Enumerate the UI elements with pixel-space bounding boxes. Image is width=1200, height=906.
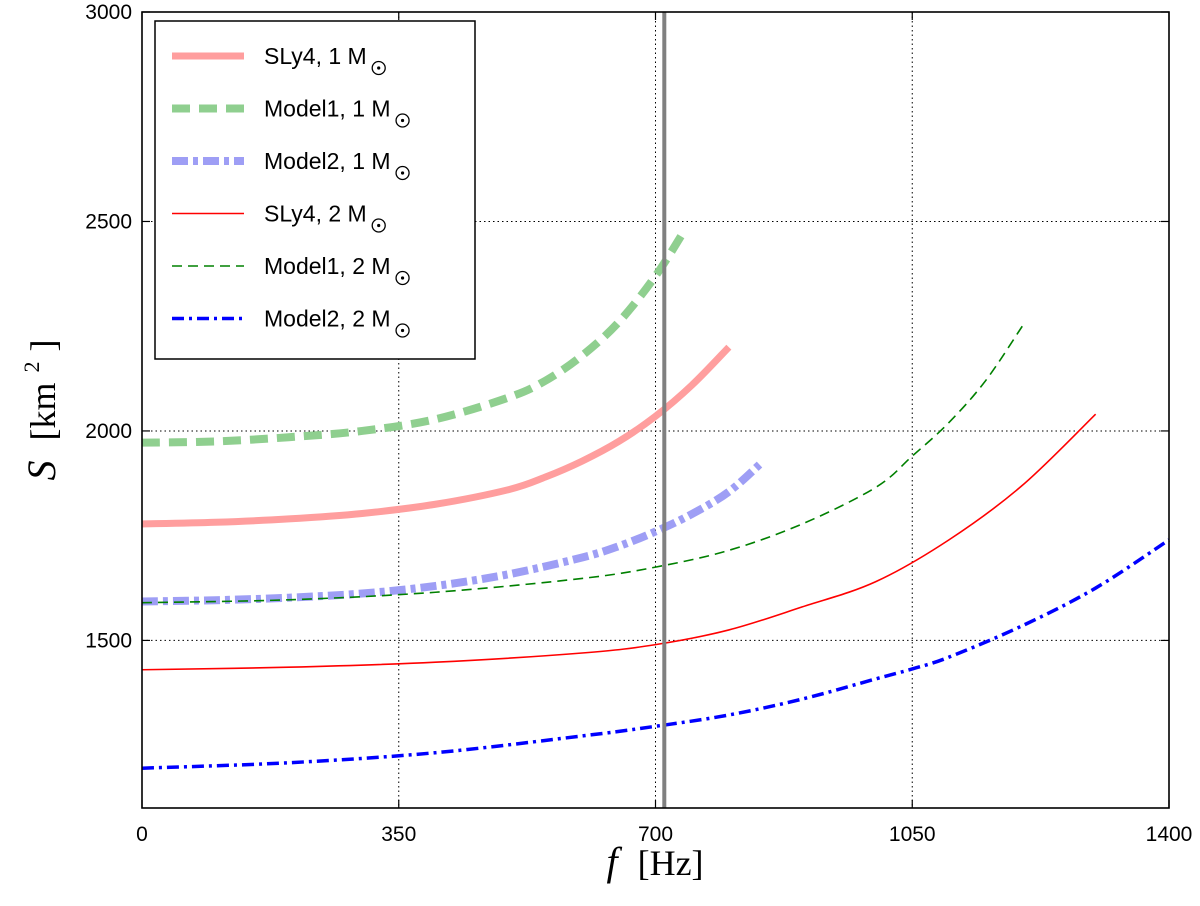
ticks: 0 350 700 1050 1400 1500 2000 2500 3000 [85,1,1192,846]
sun-symbol-dot [400,171,405,175]
y-tick-label: 3000 [85,1,132,24]
sun-symbol-dot [400,276,405,280]
series-line-3 [141,413,1097,671]
legend-box [154,20,476,360]
y-tick-label: 2000 [85,420,132,443]
sun-symbol-dot [400,118,405,123]
sun-symbol-icon [371,218,386,233]
x-tick-label: 0 [136,823,148,846]
sun-symbol-icon [371,60,386,76]
legend-label-2: Model2, 1 M [264,148,391,174]
y-axis-label: S [km 2 ] [3,340,64,481]
sun-symbol-icon [395,270,410,286]
series-line-4 [141,325,1023,604]
legend-label-0: SLy4, 1 M [264,43,367,69]
y-tick-label: 1500 [85,629,132,652]
legend-label-4: Model1, 2 M [264,253,391,279]
series-line-5 [141,538,1170,770]
series-line-0 [141,344,732,528]
sun-symbol-dot [377,223,381,228]
x-tick-label: 1050 [889,823,936,846]
legend-label-5: Model2, 2 M [264,306,391,332]
series-line-2 [141,459,765,606]
x-tick-label: 700 [638,823,673,846]
sun-symbol-dot [377,66,381,70]
x-tick-label: 350 [381,823,416,846]
x-tick-label: 1400 [1146,823,1193,846]
sun-symbol-icon [395,165,410,181]
legend-label-1: Model1, 1 M [264,96,391,122]
sun-symbol-dot [400,328,405,333]
y-tick-label: 2500 [85,210,132,233]
sun-symbol-icon [395,323,410,338]
sun-symbol-icon [395,113,410,128]
series-layer [141,227,1170,770]
x-axis-label: f [Hz] [606,839,703,884]
series-line-1 [141,227,689,447]
legend: SLy4, 1 M Model1, 1 M Model2, 1 M SLy4, 2 M… [154,20,476,360]
legend-label-3: SLy4, 2 M [264,201,367,227]
